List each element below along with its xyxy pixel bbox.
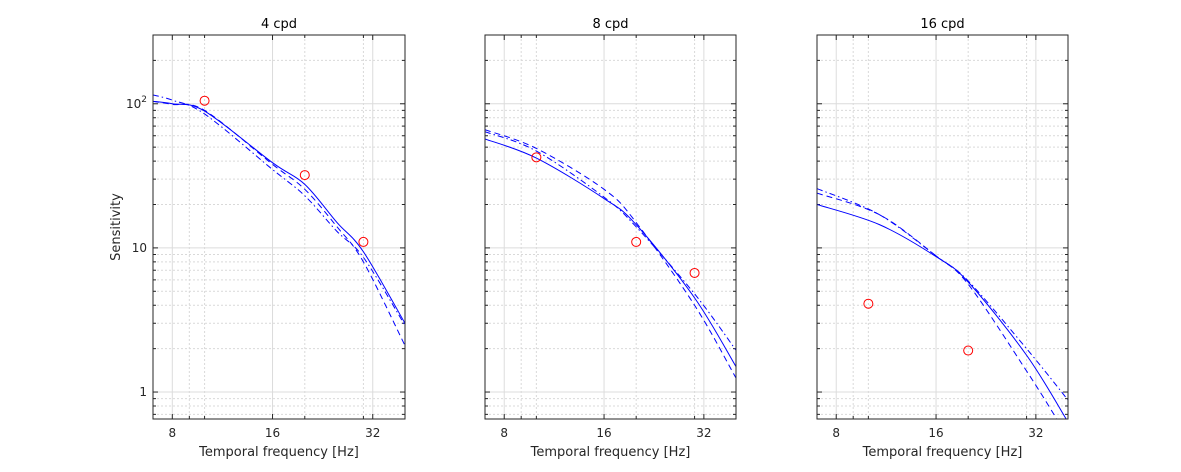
axes-box [816,34,1069,420]
y-tick-label: 10 [132,241,147,255]
x-axis-label: Temporal frequency [Hz] [530,445,691,460]
data-point-marker [358,236,369,247]
data-point-marker [631,236,642,247]
x-tick-label: 8 [500,426,508,440]
x-tick-label: 16 [928,426,943,440]
series-model-dashdot [817,188,1068,401]
plot-area [817,188,1068,419]
series-model-dashdot [485,131,736,351]
axes-panel-1: 8 16 32 1 10 102 4 cpd Temporal frequency [Hz] S… [109,17,406,460]
data-point-marker [199,95,210,106]
panel-title: 8 cpd [592,17,628,32]
series-model-solid [153,100,405,324]
data-point-marker [863,298,874,309]
plot-area [485,129,736,379]
data-point-marker [689,267,700,278]
x-tick-label: 8 [168,426,176,440]
x-axis-label: Temporal frequency [Hz] [198,445,359,460]
x-tick-label: 32 [696,426,711,440]
x-tick-label: 16 [596,426,611,440]
data-point-marker [299,170,310,181]
series-model-dashed [817,192,1058,419]
x-tick-label: 32 [365,426,380,440]
plot-area [153,94,405,346]
panel-title: 16 cpd [920,17,964,32]
axes-box [484,34,737,420]
data-point-marker [963,345,974,356]
x-axis-label: Temporal frequency [Hz] [862,445,1023,460]
panel-title: 4 cpd [261,17,297,32]
x-tick-label: 8 [832,426,840,440]
y-axis-label: Sensitivity [109,193,124,261]
series-model-solid [485,138,736,367]
x-tick-label: 16 [265,426,280,440]
axes-box [152,34,406,420]
series-model-solid [817,204,1067,419]
axes-panel-3: 8 16 32 16 cpd Temporal frequency [Hz] [816,17,1069,460]
data-point-marker [531,152,542,163]
series-model-dashed [153,100,405,346]
y-tick-label: 102 [126,95,147,111]
x-tick-label: 32 [1028,426,1043,440]
series-model-dashdot [153,94,405,326]
axes-panel-2: 8 16 32 8 cpd Temporal frequency [Hz] [484,17,737,460]
y-tick-label: 1 [139,385,147,399]
series-model-dashed [485,129,736,379]
